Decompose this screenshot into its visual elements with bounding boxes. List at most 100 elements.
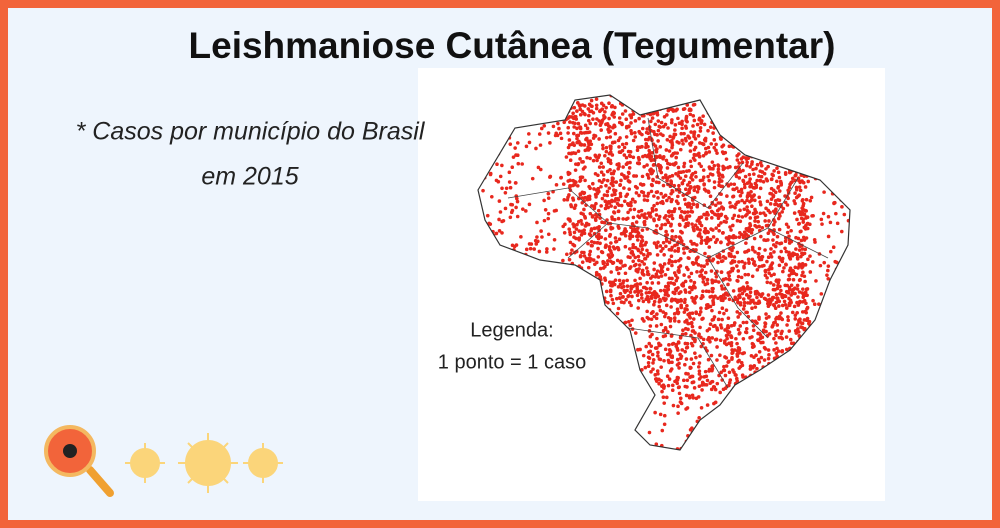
case-dot bbox=[667, 352, 672, 357]
case-dot bbox=[758, 257, 762, 262]
case-dot bbox=[649, 344, 654, 348]
case-dot bbox=[488, 222, 493, 226]
case-dot bbox=[807, 321, 811, 326]
case-dot bbox=[720, 287, 725, 291]
case-dot bbox=[659, 365, 663, 369]
case-dot bbox=[760, 170, 765, 174]
case-dot bbox=[520, 162, 524, 166]
case-dot bbox=[732, 255, 737, 259]
case-dot bbox=[797, 248, 802, 252]
case-dot bbox=[697, 361, 702, 365]
case-dot bbox=[619, 178, 623, 183]
case-dot bbox=[820, 222, 824, 226]
case-dot bbox=[707, 327, 712, 331]
case-dot bbox=[842, 212, 847, 217]
case-dot bbox=[727, 241, 732, 245]
case-dot bbox=[716, 170, 720, 175]
case-dot bbox=[636, 226, 640, 230]
case-dot bbox=[640, 228, 645, 232]
case-dot bbox=[735, 250, 740, 255]
case-dot bbox=[717, 228, 721, 233]
case-dot bbox=[731, 187, 735, 192]
case-dot bbox=[793, 265, 798, 270]
case-dot bbox=[631, 242, 636, 247]
case-dot bbox=[569, 203, 573, 207]
case-dot bbox=[694, 311, 699, 316]
case-dot bbox=[712, 401, 716, 406]
case-dot bbox=[612, 124, 616, 128]
case-dot bbox=[644, 216, 649, 220]
case-dot bbox=[669, 254, 674, 259]
case-dot bbox=[772, 250, 776, 254]
case-dot bbox=[610, 103, 615, 108]
case-dot bbox=[650, 183, 654, 188]
case-dot bbox=[748, 200, 752, 204]
case-dot bbox=[796, 327, 800, 331]
case-dot bbox=[571, 121, 575, 125]
case-dot bbox=[666, 108, 671, 113]
case-dot bbox=[645, 309, 649, 314]
case-dot bbox=[658, 288, 663, 293]
case-dot bbox=[689, 164, 694, 169]
case-dot bbox=[695, 204, 700, 209]
case-dot bbox=[641, 353, 646, 358]
case-dot bbox=[609, 150, 613, 154]
case-dot bbox=[626, 216, 630, 221]
case-dot bbox=[620, 122, 624, 127]
case-dot bbox=[728, 270, 732, 274]
case-dot bbox=[568, 158, 573, 163]
case-dot bbox=[633, 278, 637, 283]
case-dot bbox=[752, 259, 756, 264]
case-dot bbox=[628, 208, 633, 212]
case-dot bbox=[603, 110, 607, 114]
case-dot bbox=[681, 169, 686, 174]
case-dot bbox=[595, 191, 600, 196]
case-dot bbox=[762, 296, 767, 301]
case-dot bbox=[727, 359, 731, 364]
case-dot bbox=[633, 119, 638, 123]
case-dot bbox=[804, 197, 809, 202]
case-dot bbox=[568, 183, 572, 188]
case-dot bbox=[623, 320, 628, 325]
case-dot bbox=[740, 160, 745, 165]
case-dot bbox=[771, 193, 776, 198]
case-dot bbox=[783, 171, 788, 175]
case-dot bbox=[634, 220, 639, 224]
case-dot bbox=[678, 147, 683, 152]
case-dot bbox=[668, 349, 673, 354]
case-dot bbox=[511, 155, 516, 159]
case-dot bbox=[650, 310, 655, 314]
case-dot bbox=[679, 290, 683, 294]
case-dot bbox=[710, 258, 715, 263]
case-dot bbox=[636, 254, 641, 259]
case-dot bbox=[709, 353, 714, 358]
case-dot bbox=[627, 171, 631, 176]
case-dot bbox=[688, 143, 693, 147]
case-dot bbox=[578, 254, 583, 259]
case-dot bbox=[623, 176, 627, 180]
case-dot bbox=[498, 174, 503, 179]
case-dot bbox=[729, 323, 734, 328]
case-dot bbox=[716, 167, 721, 172]
case-dot bbox=[797, 262, 802, 267]
case-dot bbox=[538, 143, 543, 147]
case-dot bbox=[645, 172, 650, 177]
case-dot bbox=[734, 376, 739, 381]
case-dot bbox=[589, 109, 594, 113]
case-dot bbox=[635, 148, 640, 152]
case-dot bbox=[774, 300, 779, 305]
case-dot bbox=[795, 323, 800, 327]
case-dot bbox=[548, 175, 552, 179]
case-dot bbox=[634, 174, 639, 178]
case-dot bbox=[747, 295, 751, 300]
case-dot bbox=[715, 269, 719, 274]
case-dot bbox=[588, 121, 593, 126]
case-dot bbox=[667, 258, 672, 262]
case-dot bbox=[655, 269, 660, 273]
case-dot bbox=[707, 165, 712, 169]
case-dot bbox=[741, 307, 746, 311]
case-dot bbox=[727, 380, 732, 385]
case-dot bbox=[680, 209, 684, 214]
case-dot bbox=[756, 338, 760, 342]
case-dot bbox=[781, 206, 786, 211]
